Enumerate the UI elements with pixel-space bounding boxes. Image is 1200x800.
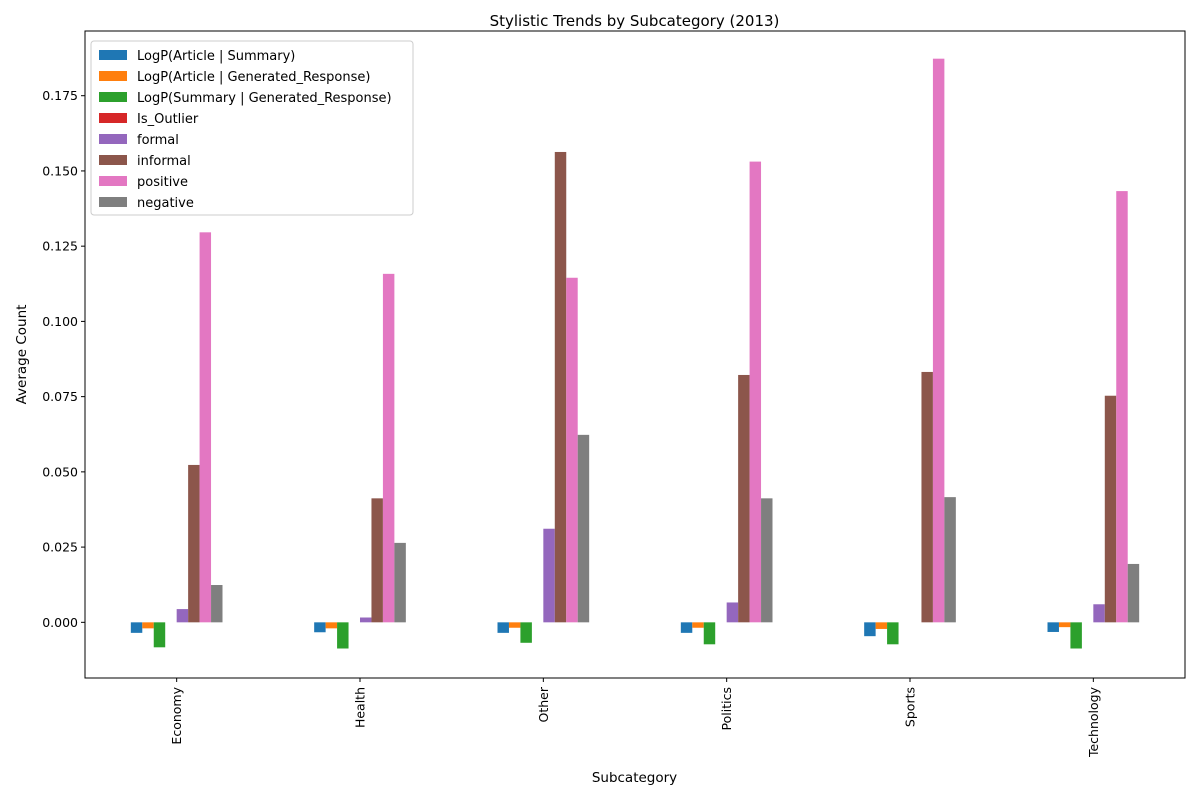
bar-technology-logp-summary-generated-response xyxy=(1070,622,1082,649)
bar-politics-logp-summary-generated-response xyxy=(703,622,716,645)
legend-swatch-is-outlier xyxy=(99,113,127,123)
bar-other-positive xyxy=(566,277,578,623)
legend-swatch-logp-article-summary xyxy=(99,50,127,60)
x-tick-label-health: Health xyxy=(353,687,368,728)
bar-technology-formal xyxy=(1093,604,1105,623)
bar-economy-informal xyxy=(188,464,200,623)
x-tick-label-economy: Economy xyxy=(169,686,184,744)
bar-politics-logp-article-generated-response xyxy=(692,622,704,628)
legend-label-logp-summary-generated-response: LogP(Summary | Generated_Response) xyxy=(137,91,392,106)
y-tick-label: 0.050 xyxy=(42,464,78,479)
bar-politics-negative xyxy=(761,498,773,623)
x-axis-label: Subcategory xyxy=(592,770,677,786)
bar-other-logp-article-summary xyxy=(497,622,509,633)
y-tick-label: 0.125 xyxy=(42,239,78,254)
bar-sports-logp-summary-generated-response xyxy=(887,622,899,645)
y-tick-label: 0.150 xyxy=(42,163,78,178)
bar-economy-positive xyxy=(199,232,212,623)
legend-label-formal: formal xyxy=(137,133,179,148)
bar-politics-informal xyxy=(738,374,750,623)
legend: LogP(Article | Summary) LogP(Article | Ge… xyxy=(90,40,414,216)
bar-other-logp-summary-generated-response xyxy=(520,622,532,643)
bars-group xyxy=(130,58,1140,649)
y-axis: 0.000 0.025 0.050 0.075 0.100 0.125 0.150 0.175 xyxy=(42,88,85,630)
bar-economy-logp-article-summary xyxy=(130,622,143,633)
legend-swatch-logp-article-generated-response xyxy=(99,71,127,81)
legend-label-logp-article-summary: LogP(Article | Summary) xyxy=(137,49,295,64)
y-tick-label: 0.075 xyxy=(42,389,78,404)
x-tick-label-sports: Sports xyxy=(903,687,918,727)
legend-label-positive: positive xyxy=(137,175,188,190)
x-tick-label-other: Other xyxy=(536,686,551,722)
legend-swatch-logp-summary-generated-response xyxy=(99,92,127,102)
bar-sports-logp-article-summary xyxy=(864,622,876,637)
bar-economy-negative xyxy=(211,585,223,623)
legend-swatch-informal xyxy=(99,155,127,165)
y-tick-label: 0.025 xyxy=(42,540,78,555)
bar-sports-logp-article-generated-response xyxy=(875,622,888,629)
bar-politics-formal xyxy=(726,602,739,623)
bar-health-formal xyxy=(360,617,372,623)
legend-swatch-negative xyxy=(99,197,127,207)
bar-economy-formal xyxy=(176,609,189,623)
x-tick-label-politics: Politics xyxy=(719,687,734,730)
bar-sports-informal xyxy=(921,371,933,623)
bar-economy-logp-article-generated-response xyxy=(142,622,154,629)
bar-health-negative xyxy=(394,542,406,623)
bar-politics-logp-article-summary xyxy=(680,622,693,633)
bar-health-logp-summary-generated-response xyxy=(337,622,349,649)
x-tick-label-technology: Technology xyxy=(1086,686,1101,758)
bar-technology-negative xyxy=(1127,563,1140,623)
bar-health-informal xyxy=(371,498,383,623)
bar-other-logp-article-generated-response xyxy=(508,622,521,628)
legend-swatch-formal xyxy=(99,134,127,144)
bar-technology-logp-article-summary xyxy=(1047,622,1059,632)
bar-technology-logp-article-generated-response xyxy=(1058,622,1071,628)
legend-label-negative: negative xyxy=(137,196,194,211)
legend-label-logp-article-generated-response: LogP(Article | Generated_Response) xyxy=(137,70,370,85)
chart-title: Stylistic Trends by Subcategory (2013) xyxy=(490,12,780,30)
bar-other-negative xyxy=(577,434,590,623)
y-tick-label: 0.000 xyxy=(42,615,78,630)
bar-sports-negative xyxy=(944,497,956,623)
bar-technology-informal xyxy=(1104,395,1117,623)
bar-health-logp-article-generated-response xyxy=(325,622,338,629)
plot-frame xyxy=(84,30,1186,679)
bar-health-logp-article-summary xyxy=(314,622,326,633)
bar-health-positive xyxy=(382,273,395,623)
legend-label-is-outlier: Is_Outlier xyxy=(137,112,199,127)
bar-technology-positive xyxy=(1116,191,1128,623)
y-tick-label: 0.175 xyxy=(42,88,78,103)
legend-box xyxy=(90,40,414,216)
bar-politics-positive xyxy=(749,161,762,623)
legend-swatch-positive xyxy=(99,176,127,186)
y-tick-label: 0.100 xyxy=(42,314,78,329)
bar-sports-positive xyxy=(932,58,945,623)
bar-other-formal xyxy=(543,528,555,623)
bar-other-informal xyxy=(554,151,567,623)
x-axis: Economy Health Other Politics Sports Technolo… xyxy=(169,678,1101,758)
y-axis-label: Average Count xyxy=(14,305,30,405)
bar-economy-logp-summary-generated-response xyxy=(153,622,166,648)
legend-label-informal: informal xyxy=(137,154,191,169)
